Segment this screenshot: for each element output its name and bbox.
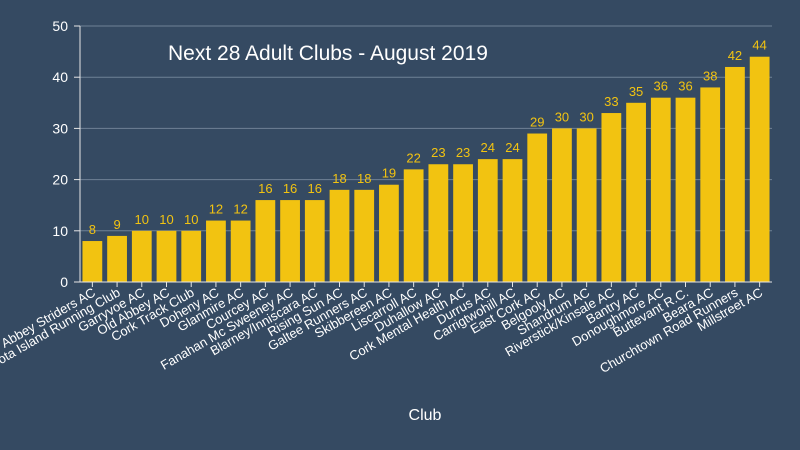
chart-title: Next 28 Adult Clubs - August 2019 (168, 42, 488, 65)
data-label: 19 (382, 166, 396, 181)
bar (379, 184, 399, 282)
bar (156, 230, 177, 282)
bar (428, 164, 449, 282)
bar (403, 169, 424, 282)
data-label: 36 (678, 79, 692, 94)
data-label: 16 (283, 181, 297, 196)
x-axis-title: Club (409, 407, 442, 424)
bar (601, 113, 622, 282)
bar (280, 200, 300, 282)
data-label: 24 (481, 140, 495, 155)
data-label: 8 (89, 222, 96, 237)
data-label: 16 (258, 181, 272, 196)
data-label: 16 (308, 181, 322, 196)
bar (453, 164, 473, 282)
data-label: 33 (604, 94, 618, 109)
y-tick-label: 50 (52, 18, 68, 34)
data-label: 23 (456, 145, 470, 160)
data-label: 10 (135, 212, 149, 227)
bar (749, 56, 770, 282)
data-labels: 8 9 10 10 10 12 12 16 16 16 18 18 19 22 23 23 24 24 29 30 30… (89, 38, 767, 237)
data-label: 22 (406, 150, 420, 165)
data-label: 10 (159, 212, 173, 227)
y-axis: 0 10 20 30 40 50 (52, 18, 81, 290)
bar (527, 133, 548, 282)
bar (230, 220, 251, 282)
bar (626, 102, 646, 282)
data-label: 24 (505, 140, 519, 155)
y-tick-label: 20 (52, 172, 68, 188)
bar (131, 230, 152, 282)
data-label: 36 (654, 79, 668, 94)
bar (502, 159, 523, 282)
bar (107, 235, 127, 282)
data-label: 18 (332, 171, 346, 186)
data-label: 23 (431, 145, 445, 160)
bar (725, 66, 745, 283)
data-label: 30 (579, 109, 593, 124)
bar (181, 230, 202, 282)
y-tick-label: 0 (60, 274, 68, 290)
data-label: 42 (728, 48, 742, 63)
bar (650, 97, 671, 283)
bar (255, 200, 276, 282)
y-tick-label: 40 (52, 69, 68, 85)
bar (329, 189, 350, 282)
bar (354, 189, 375, 282)
bar (700, 87, 721, 282)
data-label: 12 (209, 202, 223, 217)
data-label: 29 (530, 115, 544, 130)
data-label: 35 (629, 84, 643, 99)
bar (82, 241, 103, 282)
bar (304, 200, 325, 282)
data-label: 38 (703, 68, 717, 83)
bar (675, 97, 696, 283)
data-label: 9 (113, 217, 120, 232)
data-label: 30 (555, 109, 569, 124)
data-label: 44 (752, 38, 766, 53)
bar (576, 128, 597, 282)
bar (206, 220, 226, 282)
data-label: 18 (357, 171, 371, 186)
y-tick-label: 30 (52, 120, 68, 136)
data-label: 10 (184, 212, 198, 227)
bar (477, 159, 498, 282)
bars (82, 56, 770, 283)
data-label: 12 (233, 202, 247, 217)
bar (552, 128, 572, 282)
y-tick-label: 10 (52, 223, 68, 239)
